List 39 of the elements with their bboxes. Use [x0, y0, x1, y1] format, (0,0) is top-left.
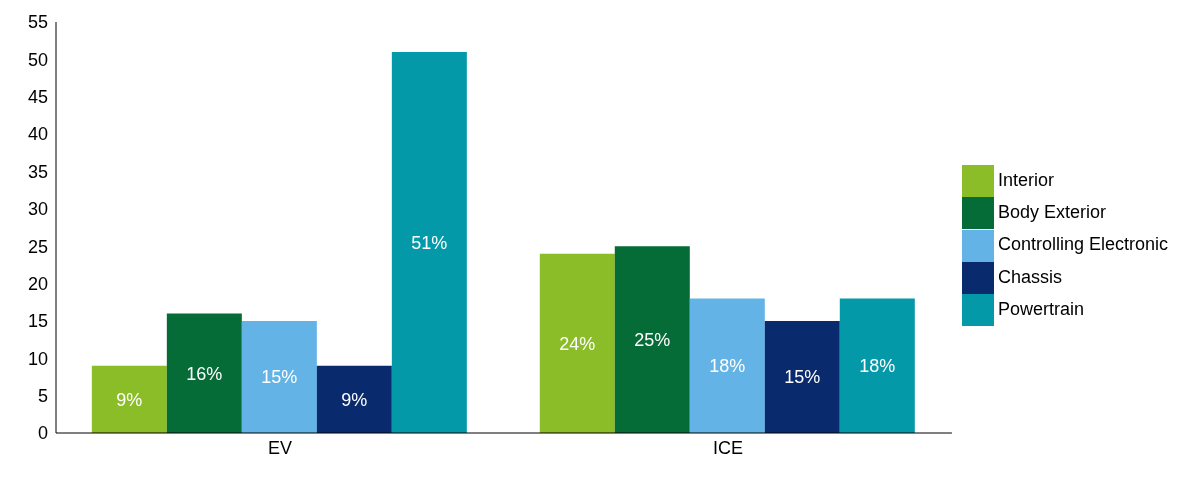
bar — [764, 320, 840, 433]
data-label: 15% — [784, 367, 821, 388]
data-label: 9% — [341, 389, 368, 410]
y-tick-label: 20 — [27, 273, 48, 294]
bar — [539, 253, 615, 433]
x-tick-label: ICE — [712, 437, 743, 458]
legend-label: Controlling Electronic — [997, 234, 1168, 255]
y-tick-label: 30 — [27, 199, 48, 220]
legend-label: Powertrain — [997, 298, 1084, 319]
legend-label: Body Exterior — [997, 202, 1106, 223]
legend-label: Interior — [997, 169, 1054, 190]
y-tick-label: 40 — [27, 124, 48, 145]
y-tick-label: 55 — [27, 12, 48, 33]
bar — [689, 298, 765, 433]
y-tick-label: 25 — [27, 236, 48, 257]
data-label: 15% — [261, 367, 298, 388]
y-tick-label: 35 — [27, 161, 48, 182]
y-tick-label: 15 — [27, 311, 48, 332]
data-label: 24% — [559, 333, 596, 354]
data-label: 9% — [116, 389, 143, 410]
data-label: 16% — [186, 363, 223, 384]
y-tick-label: 45 — [27, 87, 48, 108]
y-tick-label: 5 — [37, 386, 48, 407]
data-label: 18% — [859, 356, 896, 377]
bar — [241, 320, 317, 433]
x-tick-label: EV — [267, 437, 292, 458]
bar — [391, 51, 467, 433]
bar — [166, 313, 242, 433]
data-label: 51% — [411, 232, 448, 253]
y-tick-label: 10 — [27, 348, 48, 369]
y-tick-label: 50 — [27, 49, 48, 70]
data-label: 25% — [634, 329, 671, 350]
y-tick-label: 0 — [37, 423, 48, 444]
legend-label: Chassis — [997, 266, 1062, 287]
bar — [839, 298, 915, 433]
bar — [316, 365, 392, 433]
bar — [614, 246, 690, 433]
bar — [91, 365, 167, 433]
data-label: 18% — [709, 356, 746, 377]
